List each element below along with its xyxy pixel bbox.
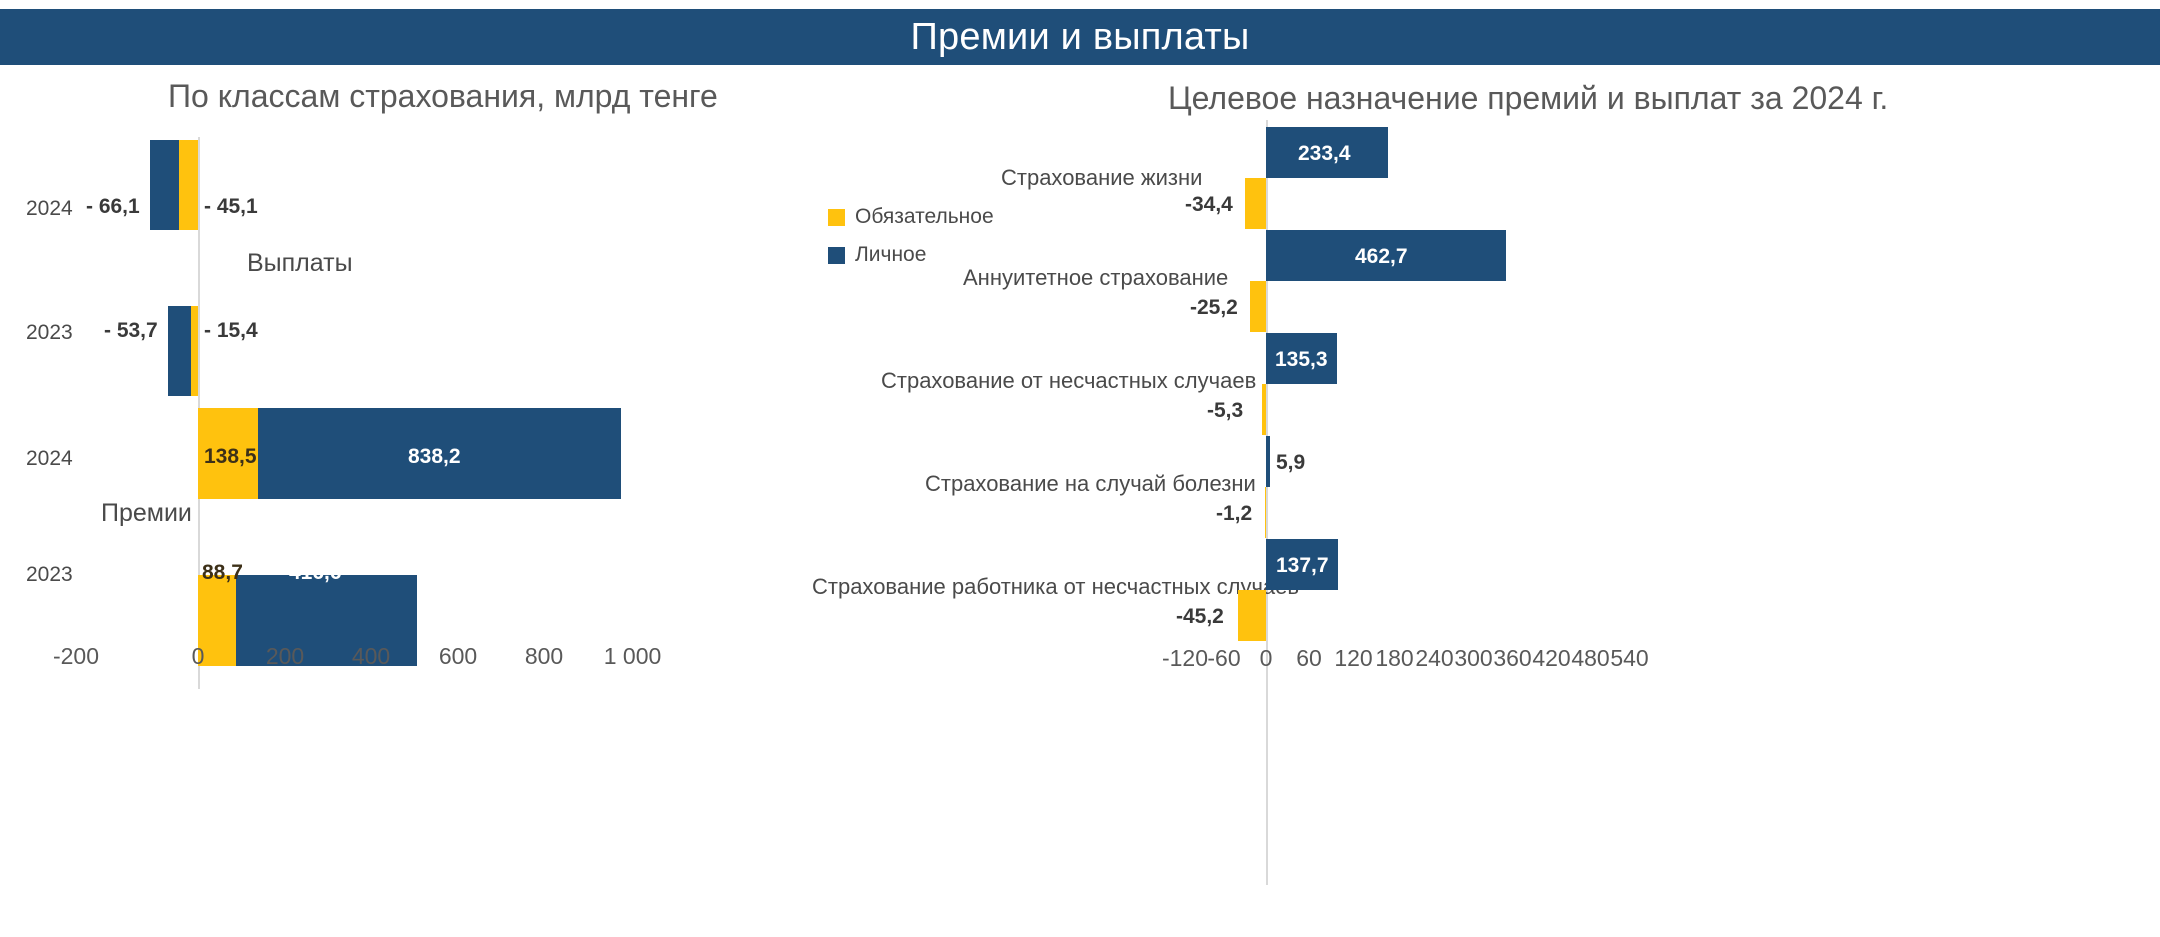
right-axis-tick-7: 300 — [1454, 645, 1493, 671]
year-label-premiums-2023: 2023 — [26, 563, 73, 586]
value-label-payouts-strahovanie-ot-neschastnyh-sluchaev: -5,3 — [1207, 399, 1244, 422]
bar-payouts-strahovanie-na-sluchay-bolezni[interactable] — [1265, 487, 1266, 538]
bar-premiums-2023-lichnoe[interactable] — [236, 575, 417, 666]
category-label-strahovanie-na-sluchay-bolezni: Страхование на случай болезни — [925, 471, 1256, 496]
bar-payouts-2023-lichnoe[interactable] — [168, 306, 191, 396]
right-plot-area: Страхование жизни 233,4 -34,4 Аннуитетно… — [812, 65, 2160, 937]
category-label-annuitetnoe-strahovanie: Аннуитетное страхование — [963, 265, 1229, 290]
bar-premiums-strahovanie-rabotnika[interactable] — [1266, 539, 1338, 590]
year-label-premiums-2024: 2024 — [26, 447, 73, 470]
left-axis-tick-1: 0 — [191, 643, 205, 669]
left-axis-tick-5: 800 — [524, 643, 564, 669]
left-chart-panel: По классам страхования, млрд тенге Обяза… — [0, 65, 1080, 937]
legend-item-obyazatelnoe[interactable]: Обязательное — [828, 205, 994, 229]
legend-item-lichnoe[interactable]: Личное — [828, 243, 994, 267]
group-label-payouts: Выплаты — [247, 249, 353, 277]
right-chart-subtitle: Целевое назначение премий и выплат за 20… — [1168, 80, 1889, 116]
right-axis-tick-3: 60 — [1296, 645, 1322, 671]
value-label-premiums-strahovanie-zhizni: 233,4 — [1298, 142, 1351, 165]
right-axis-tick-2: 0 — [1259, 645, 1273, 671]
right-zero-axis-line — [1266, 120, 1268, 885]
value-label-premiums-strahovanie-ot-neschastnyh-sluchaev: 135,3 — [1275, 348, 1328, 371]
legend-swatch-icon-obyazatelnoe — [828, 208, 845, 226]
page-header: Премии и выплаты — [0, 9, 2160, 65]
legend-label-obyazatelnoe: Обязательное — [855, 205, 994, 228]
value-label-payouts-strahovanie-zhizni: -34,4 — [1185, 193, 1233, 216]
bar-premiums-strahovanie-na-sluchay-bolezni[interactable] — [1266, 436, 1270, 487]
value-label-payouts-strahovanie-na-sluchay-bolezni: -1,2 — [1216, 502, 1253, 525]
value-label-premiums-2023-lichnoe: 416,6 — [289, 561, 342, 584]
left-axis-tick-3: 400 — [351, 643, 391, 669]
bar-payouts-strahovanie-zhizni[interactable] — [1245, 178, 1266, 229]
group-label-premiums: Премии — [101, 499, 192, 527]
bar-premiums-annuitetnoe-strahovanie[interactable] — [1266, 230, 1506, 281]
year-label-payouts-2023: 2023 — [26, 321, 73, 344]
right-axis-tick-1: -60 — [1207, 645, 1241, 671]
value-label-payouts-strahovanie-rabotnika: -45,2 — [1176, 605, 1224, 628]
bar-premiums-2024-lichnoe[interactable] — [258, 408, 621, 499]
value-label-payouts-2023-obyazatelnoe: - 15,4 — [204, 319, 258, 342]
category-label-strahovanie-rabotnika-ot-neschastnyh-sluchaev: Страхование работника от несчастных случ… — [812, 574, 1300, 599]
category-label-strahovanie-zhizni: Страхование жизни — [1001, 165, 1203, 190]
right-axis-tick-10: 480 — [1571, 645, 1610, 671]
page-title: Премии и выплаты — [910, 15, 1250, 58]
right-axis-tick-0: -120 — [1161, 645, 1209, 671]
legend-swatch-icon-lichnoe — [828, 246, 845, 264]
bar-payouts-strahovanie-ot-neschastnyh-sluchaev[interactable] — [1262, 384, 1266, 435]
category-label-strahovanie-ot-neschastnyh-sluchaev: Страхование от несчастных случаев — [881, 368, 1257, 393]
value-label-payouts-annuitetnoe-strahovanie: -25,2 — [1190, 296, 1238, 319]
left-axis-tick-4: 600 — [438, 643, 478, 669]
value-label-premiums-2024-obyazatelnoe: 138,5 — [204, 445, 257, 468]
right-axis-tick-6: 240 — [1415, 645, 1454, 671]
value-label-payouts-2023-lichnoe: - 53,7 — [104, 319, 158, 342]
right-axis-tick-5: 180 — [1375, 645, 1414, 671]
value-label-premiums-2023-obyazatelnoe: 88,7 — [202, 561, 243, 584]
left-axis-tick-0: -200 — [52, 643, 100, 669]
right-axis-tick-9: 420 — [1532, 645, 1571, 671]
left-chart-subtitle: По классам страхования, млрд тенге — [168, 78, 718, 114]
left-axis-tick-2: 200 — [265, 643, 305, 669]
bar-payouts-annuitetnoe-strahovanie[interactable] — [1250, 281, 1266, 332]
bar-payouts-2024-obyazatelnoe[interactable] — [179, 140, 198, 230]
value-label-premiums-annuitetnoe-strahovanie: 462,7 — [1355, 245, 1408, 268]
bar-premiums-2024-obyazatelnoe[interactable] — [198, 408, 258, 499]
value-label-payouts-2024-lichnoe: - 66,1 — [86, 195, 140, 218]
year-label-payouts-2024: 2024 — [26, 197, 73, 220]
bar-payouts-2023-obyazatelnoe[interactable] — [191, 306, 198, 396]
right-axis-tick-4: 120 — [1334, 645, 1373, 671]
left-chart-legend: Обязательное Личное — [828, 205, 994, 281]
right-axis-tick-11: 540 — [1610, 645, 1649, 671]
bar-premiums-strahovanie-ot-neschastnyh-sluchaev[interactable] — [1266, 333, 1337, 384]
legend-label-lichnoe: Личное — [855, 243, 927, 266]
value-label-premiums-strahovanie-na-sluchay-bolezni: 5,9 — [1276, 451, 1306, 474]
bar-payouts-2024-lichnoe[interactable] — [150, 140, 179, 230]
bar-premiums-strahovanie-zhizni[interactable] — [1266, 127, 1388, 178]
bar-payouts-strahovanie-rabotnika[interactable] — [1238, 590, 1266, 641]
bar-premiums-2023-obyazatelnoe[interactable] — [198, 575, 236, 666]
value-label-premiums-2024-lichnoe: 838,2 — [408, 445, 461, 468]
right-axis-tick-8: 360 — [1493, 645, 1532, 671]
left-plot-area: - 66,1 - 45,1 2024 Выплаты - 53,7 - 15,4… — [0, 65, 1080, 937]
value-label-payouts-2024-obyazatelnoe: - 45,1 — [204, 195, 258, 218]
left-axis-tick-6: 1 000 — [603, 643, 662, 669]
right-chart-panel: Целевое назначение премий и выплат за 20… — [812, 65, 2160, 937]
value-label-premiums-strahovanie-rabotnika: 137,7 — [1276, 554, 1329, 577]
